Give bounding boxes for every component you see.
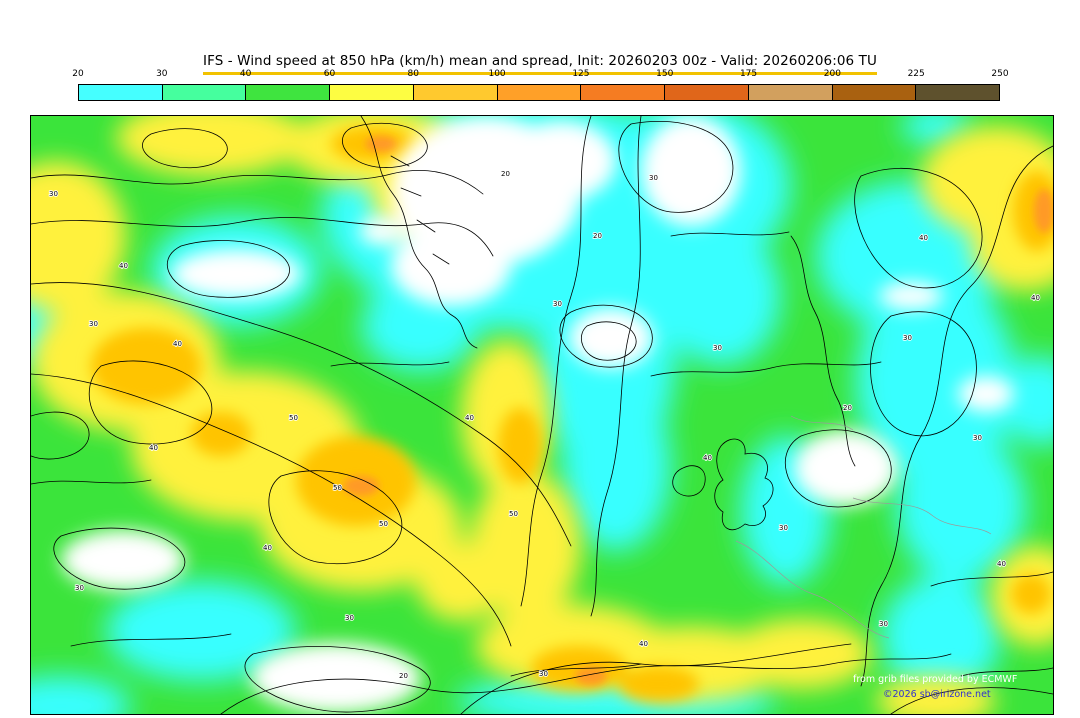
colorbar-segment bbox=[748, 85, 833, 100]
colorbar-segment bbox=[162, 85, 247, 100]
contour-label: 30 bbox=[903, 334, 912, 342]
contour-label: 20 bbox=[399, 672, 408, 680]
colorbar-tick-label: 125 bbox=[572, 69, 590, 79]
colorbar-segment bbox=[79, 85, 163, 100]
credit-ecmwf: from grib files provided by ECMWF bbox=[853, 674, 1017, 685]
colorbar-tick-label: 40 bbox=[239, 69, 252, 79]
wind-field-svg: 30 40 30 40 50 40 50 40 30 30 40 50 30 20 30 20 30 40 30 20… bbox=[31, 116, 1053, 714]
contour-label: 40 bbox=[119, 262, 128, 270]
contour-label: 20 bbox=[501, 170, 510, 178]
contour-label: 50 bbox=[379, 520, 388, 528]
contour-label: 30 bbox=[89, 320, 98, 328]
contour-label: 30 bbox=[539, 670, 548, 678]
contour-label: 40 bbox=[1031, 294, 1040, 302]
colorbar-segment bbox=[581, 85, 666, 100]
contour-label: 40 bbox=[639, 640, 648, 648]
colorbar-tick-label: 30 bbox=[156, 69, 168, 79]
credit-site: ©2026 sb@irizone.net bbox=[883, 689, 991, 700]
contour-value-labels: 30 40 30 40 50 40 50 40 30 30 40 50 30 20 30 20 30 40 30 20… bbox=[48, 169, 1041, 681]
contour-label: 40 bbox=[997, 560, 1006, 568]
contour-label: 50 bbox=[333, 484, 342, 492]
colorbar-ticks: 20 30 40 60 80 100 125 150 175 200 225 250 bbox=[72, 69, 1008, 81]
contour-label: 30 bbox=[779, 524, 788, 532]
colorbar bbox=[78, 84, 1000, 101]
contour-label: 30 bbox=[879, 620, 888, 628]
header: IFS - Wind speed at 850 hPa (km/h) mean … bbox=[0, 50, 1080, 75]
contour-label: 30 bbox=[75, 584, 84, 592]
chart-title: IFS - Wind speed at 850 hPa (km/h) mean … bbox=[203, 53, 877, 75]
orange-wind-cores bbox=[343, 136, 1053, 685]
colorbar-segment bbox=[916, 85, 1000, 100]
colorbar-tick-label: 225 bbox=[907, 69, 925, 79]
country-border-lines bbox=[735, 415, 992, 639]
colorbar-tick-label: 20 bbox=[72, 69, 84, 79]
colorbar-segment bbox=[413, 85, 498, 100]
contour-label: 30 bbox=[713, 344, 722, 352]
contour-label: 50 bbox=[509, 510, 518, 518]
colorbar-tick-label: 80 bbox=[407, 69, 419, 79]
contour-label: 30 bbox=[649, 174, 658, 182]
contour-label: 20 bbox=[843, 404, 852, 412]
colorbar-segment bbox=[330, 85, 414, 100]
colorbar-tick-label: 100 bbox=[488, 69, 506, 79]
contour-label: 40 bbox=[703, 454, 712, 462]
calm-white-regions bbox=[61, 116, 1014, 713]
weather-map: 30 40 30 40 50 40 50 40 30 30 40 50 30 20 30 20 30 40 30 20… bbox=[30, 115, 1054, 715]
colorbar-tick-label: 150 bbox=[656, 69, 674, 79]
contour-label: 30 bbox=[553, 300, 562, 308]
contour-label: 40 bbox=[465, 414, 474, 422]
contour-label: 40 bbox=[263, 544, 272, 552]
contour-label: 40 bbox=[919, 234, 928, 242]
colorbar-segment bbox=[246, 85, 331, 100]
colorbar-tick-label: 200 bbox=[823, 69, 841, 79]
colorbar-segment bbox=[665, 85, 749, 100]
contour-label: 30 bbox=[49, 190, 58, 198]
colorbar-tick-label: 250 bbox=[991, 69, 1009, 79]
contour-label: 50 bbox=[289, 414, 298, 422]
contour-label: 40 bbox=[173, 340, 182, 348]
contour-label: 40 bbox=[149, 444, 158, 452]
contour-label: 30 bbox=[973, 434, 982, 442]
colorbar-segment bbox=[497, 85, 582, 100]
colorbar-segment bbox=[832, 85, 917, 100]
colorbar-tick-label: 60 bbox=[323, 69, 336, 79]
spread-contour-lines bbox=[31, 116, 1053, 714]
contour-label: 30 bbox=[345, 614, 354, 622]
colorbar-tick-label: 175 bbox=[739, 69, 758, 79]
contour-label: 20 bbox=[593, 232, 602, 240]
